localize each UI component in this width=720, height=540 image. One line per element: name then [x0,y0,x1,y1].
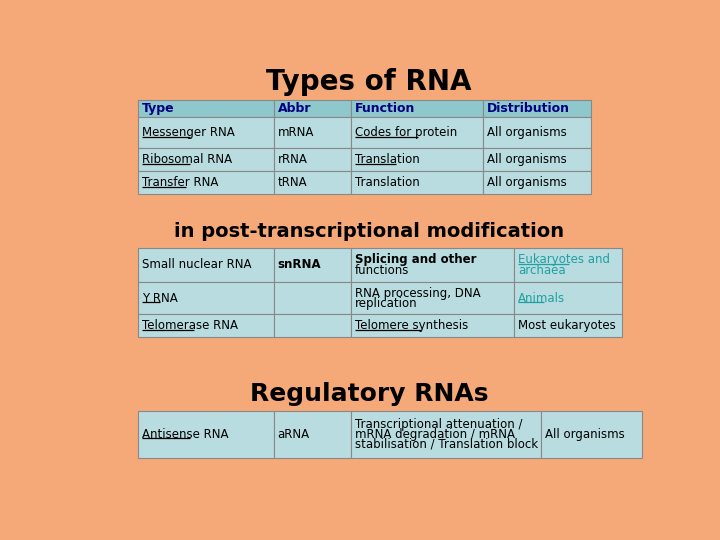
Bar [351,117,483,148]
Text: All organisms: All organisms [487,126,567,139]
Text: Transfer RNA: Transfer RNA [142,176,218,189]
Bar [514,314,622,338]
Bar [138,148,274,171]
Text: Most eukaryotes: Most eukaryotes [518,319,616,332]
Bar [138,100,274,117]
Bar [138,171,274,194]
Bar [138,248,274,282]
Bar [274,248,351,282]
Text: Ribosomal RNA: Ribosomal RNA [142,153,232,166]
Bar [138,411,274,457]
Bar [274,100,351,117]
Bar [138,282,274,314]
Bar [351,411,541,457]
Text: Transcriptional attenuation /: Transcriptional attenuation / [355,418,523,431]
Text: archaea: archaea [518,264,565,276]
Text: mRNA: mRNA [277,126,314,139]
Bar [274,282,351,314]
Bar [274,314,351,338]
Text: Eukaryotes and: Eukaryotes and [518,253,610,267]
Text: stabilisation / Translation block: stabilisation / Translation block [355,438,538,451]
Bar [483,117,591,148]
Text: in post-transcriptional modification: in post-transcriptional modification [174,221,564,241]
Text: Regulatory RNAs: Regulatory RNAs [250,382,488,407]
Text: Translation: Translation [355,153,420,166]
Text: Types of RNA: Types of RNA [266,68,472,96]
Bar [483,148,591,171]
Text: Splicing and other: Splicing and other [355,253,477,267]
Text: Antisense RNA: Antisense RNA [142,428,228,441]
Text: All organisms: All organisms [487,176,567,189]
Bar [138,117,274,148]
Bar [351,248,514,282]
Bar [514,282,622,314]
Text: Codes for protein: Codes for protein [355,126,457,139]
Bar [351,282,514,314]
Text: All organisms: All organisms [545,428,625,441]
Text: Function: Function [355,102,415,115]
Bar [274,117,351,148]
Text: aRNA: aRNA [277,428,310,441]
Bar [138,314,274,338]
Text: mRNA degradation / mRNA: mRNA degradation / mRNA [355,428,515,441]
Bar [541,411,642,457]
Bar [351,314,514,338]
Text: Abbr: Abbr [277,102,311,115]
Text: snRNA: snRNA [277,259,321,272]
Bar [274,148,351,171]
Bar [274,411,351,457]
Text: Distribution: Distribution [487,102,570,115]
Text: Animals: Animals [518,292,565,305]
Text: RNA processing, DNA: RNA processing, DNA [355,287,481,300]
Bar [351,100,483,117]
Text: tRNA: tRNA [277,176,307,189]
Text: Messenger RNA: Messenger RNA [142,126,235,139]
Text: Telomerase RNA: Telomerase RNA [142,319,238,332]
Bar [483,171,591,194]
Text: rRNA: rRNA [277,153,307,166]
Text: Y RNA: Y RNA [142,292,178,305]
Bar [274,171,351,194]
Text: All organisms: All organisms [487,153,567,166]
Text: Small nuclear RNA: Small nuclear RNA [142,259,251,272]
Text: Telomere synthesis: Telomere synthesis [355,319,468,332]
Bar [514,248,622,282]
Bar [483,100,591,117]
Text: replication: replication [355,296,418,309]
Bar [351,148,483,171]
Text: Translation: Translation [355,176,420,189]
Text: Type: Type [142,102,174,115]
Bar [351,171,483,194]
Text: functions: functions [355,264,410,276]
